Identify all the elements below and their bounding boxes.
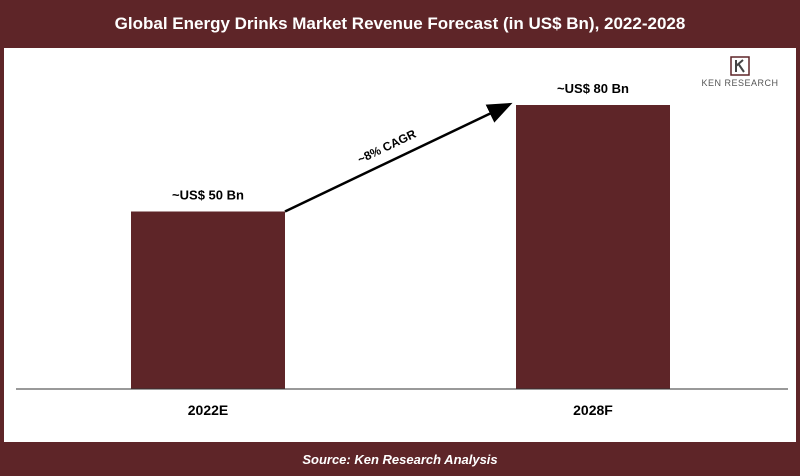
data-label-2028F: ~US$ 80 Bn	[557, 81, 629, 96]
cagr-arrow	[284, 102, 513, 213]
chart-title: Global Energy Drinks Market Revenue Fore…	[114, 14, 686, 33]
logo-text: KEN RESEARCH	[701, 78, 779, 88]
x-tick-2028F: 2028F	[573, 402, 613, 418]
logo: KEN RESEARCH	[690, 56, 790, 92]
bar-2022E	[131, 211, 285, 389]
source-text: Source: Ken Research Analysis	[302, 451, 498, 467]
chart-title-bar: Global Energy Drinks Market Revenue Fore…	[0, 0, 800, 48]
cagr-annotation: ~8% CAGR	[355, 127, 418, 167]
data-label-2022E: ~US$ 50 Bn	[172, 188, 244, 203]
k-logo-icon	[730, 56, 750, 76]
x-tick-2022E: 2022E	[188, 402, 228, 418]
source-footer: Source: Ken Research Analysis	[0, 442, 800, 476]
bar-2028F	[516, 105, 670, 389]
